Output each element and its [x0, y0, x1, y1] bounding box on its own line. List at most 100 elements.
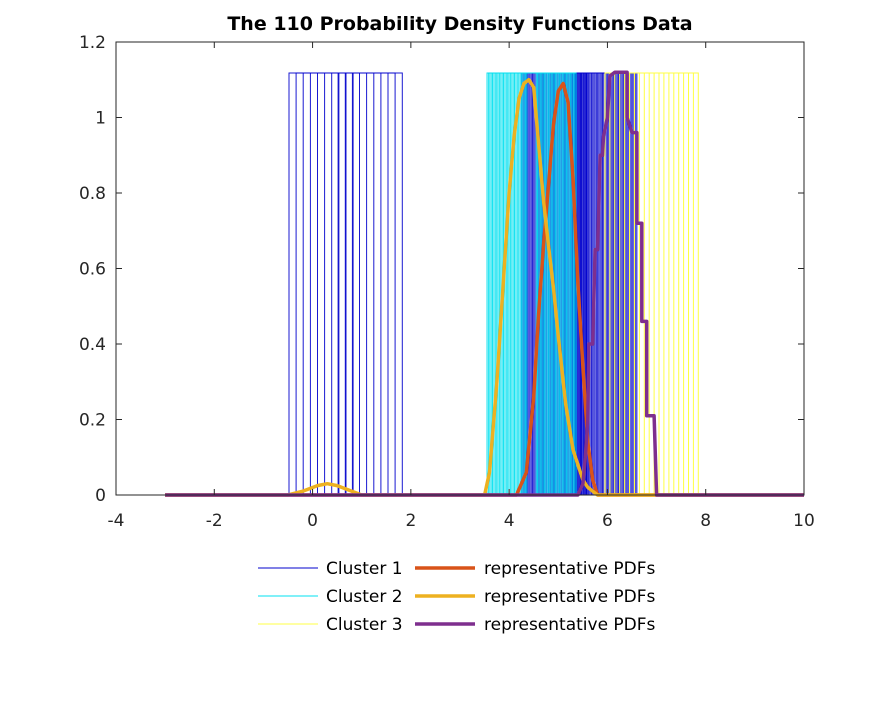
cluster-1-pdf-line	[165, 72, 804, 496]
cluster-1-pdf-line	[165, 72, 804, 496]
cluster-2-pdf-line	[165, 72, 804, 496]
cluster-1-pdf-line	[165, 72, 804, 496]
y-tick-label: 0.6	[79, 260, 106, 280]
cluster-2-pdf-line	[165, 72, 804, 496]
x-tick-label: 10	[793, 511, 815, 531]
plot-frame	[115, 41, 805, 496]
x-tick-label: -2	[206, 511, 223, 531]
cluster-2-pdf-line	[165, 72, 804, 496]
cluster-2-pdf-line	[165, 72, 804, 496]
cluster-1-pdf-line	[165, 72, 804, 496]
cluster-1-pdf-line	[165, 72, 804, 496]
cluster-1-pdf-line	[165, 72, 804, 496]
cluster-2-pdf-line	[165, 72, 804, 496]
cluster-2-pdf-line	[165, 72, 804, 496]
cluster-2-pdf-line	[165, 72, 804, 496]
cluster-1-pdf-line	[165, 72, 804, 496]
cluster-1-pdf-line	[165, 72, 804, 496]
legend-label-representative-2: representative PDFs	[484, 587, 656, 607]
cluster-2-pdf-line	[165, 72, 804, 496]
x-tick-label: 0	[307, 511, 318, 531]
y-tick-label: 1.2	[79, 33, 106, 53]
cluster-2-pdf-line	[165, 72, 804, 496]
cluster-1-pdf-line	[165, 72, 804, 496]
cluster-1-pdf-line	[165, 72, 804, 496]
cluster-1-pdf-line	[165, 72, 804, 496]
legend-label-representative-3: representative PDFs	[484, 615, 656, 635]
cluster-1-pdf-line	[165, 72, 804, 496]
cluster-1-pdf-line	[165, 72, 804, 496]
cluster-3-pdf-line	[165, 72, 804, 496]
cluster-1-pdf-line	[165, 72, 804, 496]
cluster-2-pdf-line	[165, 72, 804, 496]
cluster-1-pdf-line	[165, 72, 804, 496]
cluster-1-pdf-line	[165, 72, 804, 496]
cluster-1-pdf-line	[165, 72, 804, 496]
cluster-1-pdf-line	[165, 72, 804, 496]
cluster-2-pdf-line	[165, 72, 804, 496]
plot-area	[165, 70, 804, 497]
cluster-2-pdf-line	[165, 72, 804, 496]
cluster-1-pdf-line	[165, 72, 804, 496]
cluster-2-pdf-line	[165, 72, 804, 496]
cluster-2-pdf-line	[165, 72, 804, 496]
cluster-2-pdf-line	[165, 72, 804, 496]
cluster-1-pdf-line	[165, 72, 804, 496]
cluster-2-pdf-line	[165, 72, 804, 496]
cluster-1-pdf-line	[165, 72, 804, 496]
cluster-1-pdf-line	[165, 72, 804, 496]
legend: Cluster 1 Cluster 2 Cluster 3 representativ…	[258, 559, 656, 635]
cluster-1-pdf-line	[165, 72, 804, 496]
y-tick-label: 0	[95, 486, 106, 506]
cluster-1-pdf-line	[165, 72, 804, 496]
cluster-1-pdf-line	[165, 72, 804, 496]
cluster-2-pdf-line	[165, 72, 804, 496]
x-tick-label: 2	[405, 511, 416, 531]
y-tick-label: 0.4	[79, 335, 106, 355]
cluster-1-pdf-line	[165, 72, 804, 496]
cluster-1-pdf-line	[165, 72, 804, 496]
cluster-1-pdf-line	[165, 72, 804, 496]
cluster-1-pdf-line	[165, 72, 804, 496]
cluster-1-pdf-line	[165, 72, 804, 496]
y-tick-label: 1	[95, 109, 106, 129]
cluster-3-pdf-line	[165, 72, 804, 496]
cluster-2-pdf-line	[165, 72, 804, 496]
cluster-1-pdf-line	[165, 72, 804, 496]
cluster-1-pdf-line	[165, 72, 804, 496]
cluster-1-pdf-line	[165, 72, 804, 496]
cluster-1-pdf-line	[165, 72, 804, 496]
x-tick-label: -4	[108, 511, 125, 531]
representative-pdf-line-3	[165, 70, 804, 497]
cluster-2-pdf-line	[165, 72, 804, 496]
cluster-1-pdf-line	[165, 72, 804, 496]
x-tick-label: 6	[602, 511, 613, 531]
cluster-1-pdf-line	[165, 72, 804, 496]
x-tick-label: 4	[504, 511, 515, 531]
cluster-1-pdf-line	[165, 72, 804, 496]
y-tick-label: 0.8	[79, 184, 106, 204]
cluster-3-pdf-line	[165, 72, 804, 496]
legend-label-cluster-3: Cluster 3	[326, 615, 403, 635]
cluster-1-pdf-line	[165, 72, 804, 496]
cluster-1-pdf-line	[165, 72, 804, 496]
cluster-1-pdf-line	[165, 72, 804, 496]
cluster-1-pdf-line	[165, 72, 804, 496]
cluster-1-pdf-line	[165, 72, 804, 496]
cluster-2-pdf-line	[165, 72, 804, 496]
cluster-3-pdf-line	[165, 72, 804, 496]
cluster-1-pdf-line	[165, 72, 804, 496]
cluster-2-pdf-line	[165, 72, 804, 496]
cluster-2-pdf-line	[165, 72, 804, 496]
cluster-3-pdf-line	[165, 72, 804, 496]
cluster-1-pdf-line	[165, 72, 804, 496]
cluster-1-pdf-line	[165, 72, 804, 496]
cluster-1-pdf-line	[165, 72, 804, 496]
cluster-2-pdf-line	[165, 72, 804, 496]
cluster-1-pdf-line	[165, 72, 804, 496]
cluster-2-pdf-line	[165, 72, 804, 496]
cluster-1-pdf-line	[165, 72, 804, 496]
cluster-1-pdf-line	[165, 72, 804, 496]
